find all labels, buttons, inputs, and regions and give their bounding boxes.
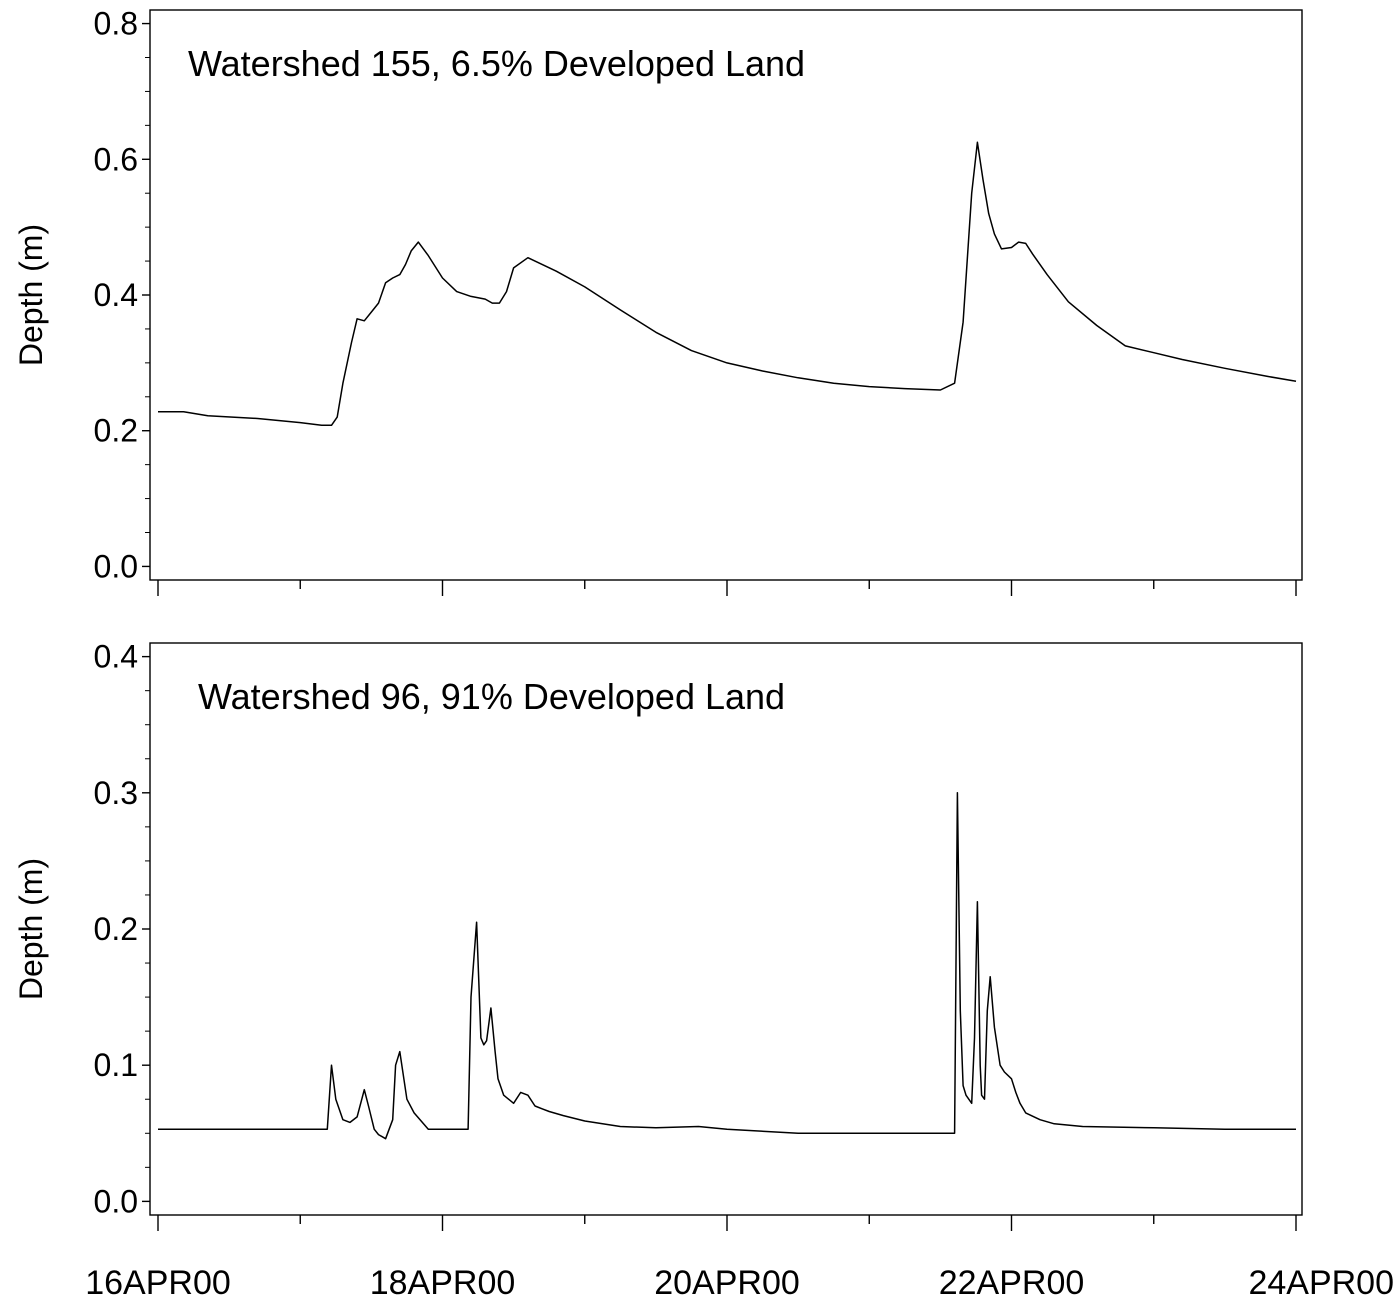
panel-title: Watershed 155, 6.5% Developed Land bbox=[188, 43, 805, 84]
plot-frame-1 bbox=[149, 9, 1303, 581]
y-axis-label: Depth (m) bbox=[13, 224, 49, 366]
x-tick-label: 22APR00 bbox=[939, 1264, 1085, 1302]
series-line-panel-1 bbox=[158, 141, 1297, 427]
y-tick-label: 0.1 bbox=[94, 1047, 138, 1083]
y-tick-label: 0.3 bbox=[94, 775, 138, 811]
y-tick-label: 0.0 bbox=[94, 548, 138, 584]
x-tick-label: 24APR00 bbox=[1248, 1264, 1394, 1302]
series-line-panel-2 bbox=[158, 792, 1296, 1140]
y-tick-label: 0.4 bbox=[94, 277, 138, 313]
y-tick-label: 0.4 bbox=[94, 639, 138, 675]
y-tick-label: 0.6 bbox=[94, 141, 138, 177]
y-tick-label: 0.8 bbox=[94, 6, 138, 42]
x-tick-label: 16APR00 bbox=[85, 1264, 231, 1302]
x-tick-label: 18APR00 bbox=[370, 1264, 516, 1302]
panel-title: Watershed 96, 91% Developed Land bbox=[198, 676, 785, 717]
x-tick-label: 20APR00 bbox=[654, 1264, 800, 1302]
y-tick-label: 0.2 bbox=[94, 413, 138, 449]
y-axis-label: Depth (m) bbox=[13, 858, 49, 1000]
y-tick-label: 0.0 bbox=[94, 1183, 138, 1219]
y-tick-label: 0.2 bbox=[94, 911, 138, 947]
